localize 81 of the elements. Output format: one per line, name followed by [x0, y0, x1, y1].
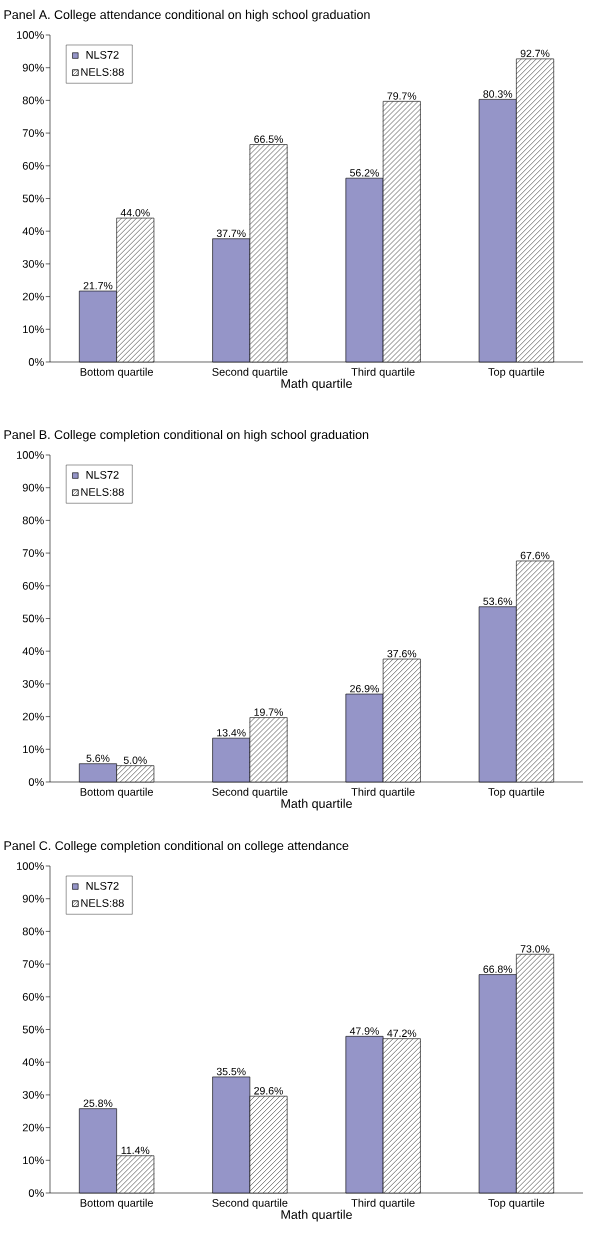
y-tick-label: 0%	[28, 358, 44, 366]
y-tick-label: 10%	[23, 1156, 44, 1165]
y-tick-label: 100%	[17, 31, 44, 39]
data-label: 13.4%	[217, 729, 246, 737]
y-tick-label: 30%	[22, 1091, 44, 1099]
y-tick-label: 90%	[22, 894, 44, 903]
x-tick-label: Top quartile	[488, 1198, 545, 1209]
y-tick-label: 20%	[22, 1123, 44, 1132]
legend-label: NLS72	[86, 882, 119, 890]
chart-title: Panel A. College attendance conditional on high school graduation	[4, 9, 370, 22]
y-tick-label: 20%	[22, 292, 44, 301]
y-tick-label: 40%	[22, 1058, 44, 1067]
data-label: 25.8%	[83, 1099, 113, 1107]
data-label: 5.6%	[86, 754, 110, 762]
y-tick-label: 30%	[22, 260, 44, 268]
legend-label: NELS:88	[81, 488, 124, 496]
x-tick-label: Second quartile	[212, 1198, 288, 1209]
y-tick-label: 60%	[22, 581, 44, 590]
legend-label: NELS:88	[81, 68, 124, 76]
y-tick-label: 80%	[22, 516, 44, 525]
data-label: 26.9%	[350, 684, 379, 693]
data-label: 21.7%	[83, 281, 113, 290]
data-label: 66.5%	[254, 135, 283, 143]
data-label: 11.4%	[121, 1146, 150, 1155]
y-tick-label: 30%	[22, 680, 44, 688]
y-tick-label: 50%	[22, 614, 44, 623]
y-tick-label: 70%	[22, 549, 44, 557]
y-tick-label: 10%	[23, 745, 44, 754]
legend-label: NLS72	[86, 51, 119, 59]
legend-label: NELS:88	[81, 899, 124, 907]
x-tick-label: Bottom quartile	[80, 787, 153, 798]
data-label: 37.6%	[387, 649, 417, 658]
data-label: 73.0%	[520, 945, 550, 953]
data-label: 92.7%	[520, 49, 550, 58]
y-tick-label: 100%	[17, 862, 44, 870]
x-tick-label: Bottom quartile	[80, 367, 153, 378]
y-tick-label: 40%	[22, 227, 44, 236]
x-tick-label: Second quartile	[212, 367, 288, 378]
data-label: 66.8%	[483, 965, 513, 973]
x-tick-label: Second quartile	[212, 787, 288, 798]
y-tick-label: 60%	[22, 992, 44, 1001]
x-tick-label: Third quartile	[351, 1198, 415, 1209]
y-tick-label: 50%	[22, 194, 44, 203]
y-tick-label: 90%	[22, 63, 44, 72]
x-axis-title: Math quartile	[281, 1209, 352, 1222]
y-tick-label: 80%	[22, 927, 44, 936]
y-tick-label: 100%	[17, 451, 44, 459]
data-label: 53.6%	[483, 597, 513, 606]
data-label: 35.5%	[216, 1067, 246, 1076]
data-label: 56.2%	[350, 169, 379, 177]
chart-title: Panel B. College completion conditional on high school graduation	[4, 429, 369, 442]
data-label: 47.9%	[349, 1027, 379, 1035]
y-tick-label: 70%	[22, 129, 44, 137]
y-tick-label: 40%	[22, 647, 44, 656]
y-tick-label: 80%	[22, 96, 44, 105]
x-tick-label: Bottom quartile	[80, 1198, 153, 1209]
y-tick-label: 0%	[28, 778, 44, 786]
data-label: 37.7%	[216, 229, 246, 238]
x-tick-label: Top quartile	[488, 787, 545, 798]
data-label: 29.6%	[254, 1087, 283, 1095]
x-axis-title: Math quartile	[281, 378, 352, 391]
data-label: 79.7%	[387, 92, 417, 100]
y-tick-label: 0%	[28, 1189, 44, 1197]
legend-label: NLS72	[86, 471, 119, 479]
data-label: 47.2%	[387, 1029, 417, 1037]
y-tick-label: 50%	[22, 1025, 44, 1034]
data-label: 5.0%	[123, 756, 147, 764]
data-label: 44.0%	[120, 209, 150, 217]
y-tick-label: 90%	[22, 483, 44, 492]
y-tick-label: 60%	[22, 161, 44, 170]
data-label: 19.7%	[254, 708, 283, 716]
x-axis-title: Math quartile	[281, 798, 352, 811]
y-tick-label: 10%	[23, 325, 44, 334]
x-tick-label: Third quartile	[351, 367, 415, 378]
chart-title: Panel C. College completion conditional on college attendance	[4, 840, 349, 853]
x-tick-label: Top quartile	[488, 367, 545, 378]
x-tick-label: Third quartile	[351, 787, 415, 798]
y-tick-label: 20%	[22, 712, 44, 721]
y-tick-label: 70%	[22, 960, 44, 968]
data-label: 80.3%	[483, 90, 513, 98]
data-label: 67.6%	[520, 551, 550, 560]
